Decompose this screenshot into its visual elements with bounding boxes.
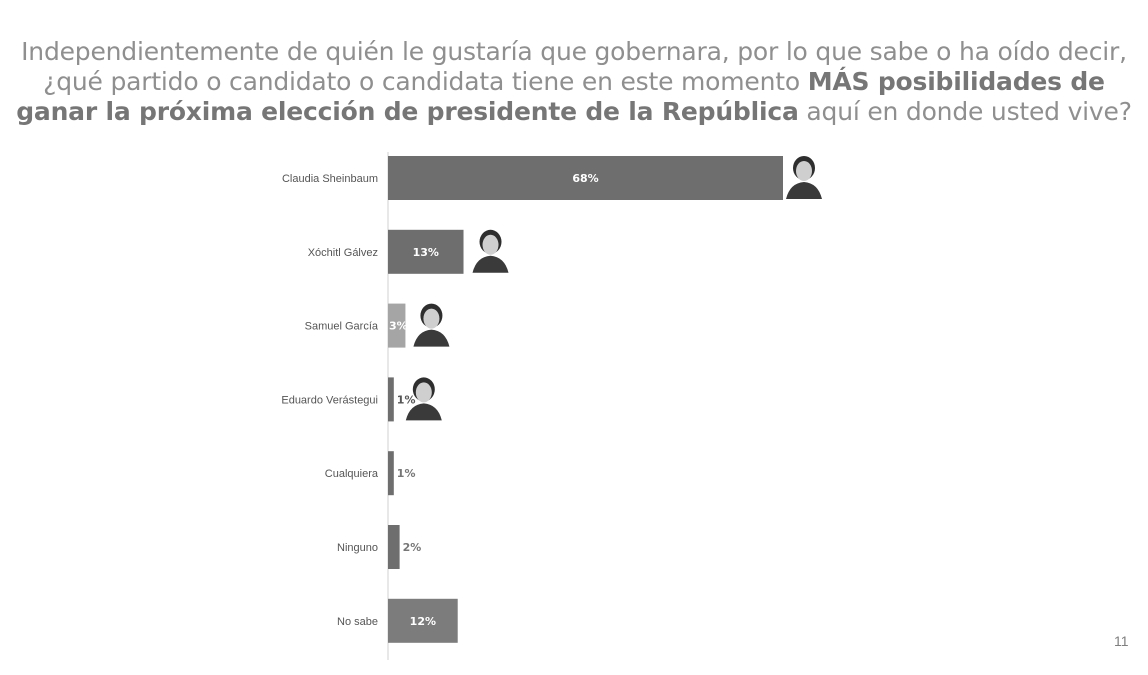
photo-face — [423, 308, 440, 329]
category-label: Cualquiera — [325, 468, 379, 480]
photo-face — [415, 382, 432, 403]
candidate-photo — [472, 229, 509, 273]
bar — [388, 229, 464, 274]
value-label: 2% — [403, 541, 422, 554]
bar — [388, 451, 394, 496]
category-label: Eduardo Verástegui — [281, 394, 378, 406]
bar — [388, 303, 406, 348]
candidate-photo — [405, 377, 442, 421]
category-label: Ninguno — [337, 542, 378, 554]
bar — [388, 377, 394, 422]
value-label: 68% — [572, 172, 598, 185]
title-text-end: aquí en donde usted vive? — [798, 97, 1132, 126]
photo-face — [482, 234, 499, 255]
category-label: Claudia Sheinbaum — [282, 173, 378, 185]
photo-shoulders — [472, 255, 509, 273]
candidate-photo — [413, 303, 450, 347]
photo-shoulders — [413, 329, 450, 347]
title-text-bold: MÁS posibilidades de ganar la próxima el… — [16, 67, 1105, 126]
category-label: No sabe — [337, 616, 378, 628]
category-label: Xóchitl Gálvez — [308, 247, 378, 259]
value-label: 3% — [389, 320, 408, 333]
value-label: 1% — [397, 467, 416, 480]
value-label: 13% — [413, 246, 439, 259]
chart-title: Independientemente de quién le gustaría … — [0, 37, 1148, 127]
bar — [388, 598, 458, 643]
photo-shoulders — [786, 182, 822, 199]
category-label: Samuel García — [305, 321, 379, 333]
candidate-photo — [786, 156, 822, 199]
bar — [388, 156, 783, 200]
photo-face — [796, 161, 812, 181]
photo-shoulders — [405, 403, 442, 421]
bar — [388, 525, 400, 569]
value-label: 1% — [397, 393, 416, 406]
value-label: 12% — [410, 615, 436, 628]
page-number: 11 — [1114, 633, 1129, 649]
title-text-start: Independientemente de quién le gustaría … — [21, 37, 1127, 96]
